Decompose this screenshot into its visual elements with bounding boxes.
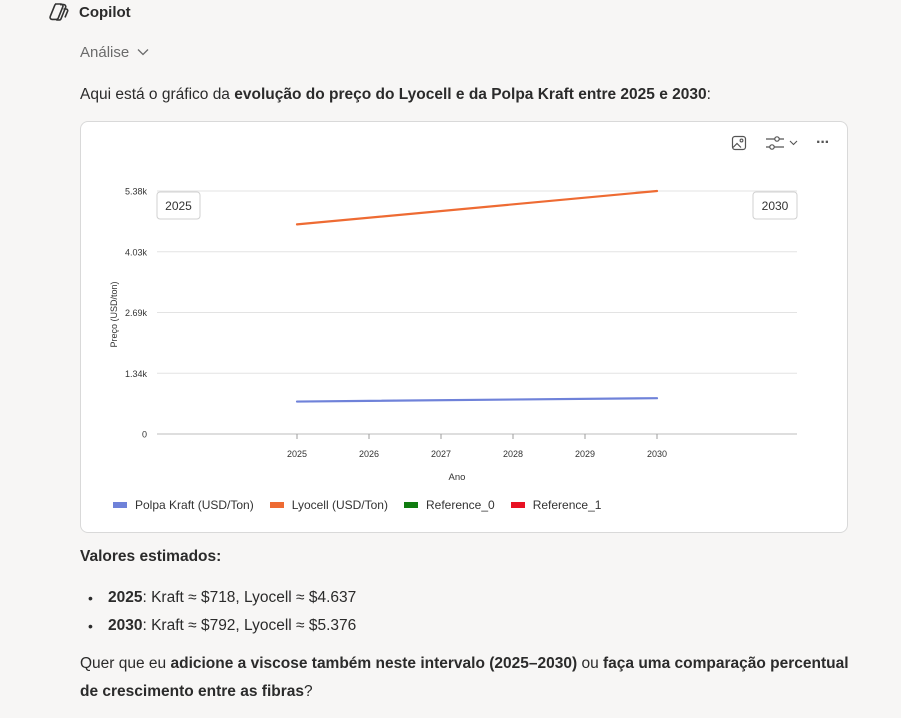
list-item: • 2025: Kraft ≈ $718, Lyocell ≈ $4.637 [88,584,356,612]
y-tick-label: 4.03k [125,247,148,257]
question-option-comparison: faça uma comparação percentual de cresci… [80,655,849,700]
y-tick-label: 0 [142,430,147,440]
y-tick-label: 5.38k [125,187,148,197]
x-tick-label: 2030 [647,449,667,459]
app-name: Copilot [79,3,131,21]
legend-item[interactable]: Reference_0 [403,498,495,512]
chevron-down-icon [789,140,798,146]
legend-label: Reference_0 [425,498,495,512]
series-line [295,189,659,226]
intro-prefix: Aqui está o gráfico da [80,86,235,103]
legend-label: Lyocell (USD/Ton) [291,498,388,512]
sliders-icon [766,136,785,150]
x-tick-label: 2026 [359,449,379,459]
legend-swatch [113,502,127,508]
image-button[interactable] [731,132,747,154]
x-tick-label: 2028 [503,449,523,459]
estimate-text: : Kraft ≈ $718, Lyocell ≈ $4.637 [142,589,357,606]
x-tick-label: 2027 [431,449,451,459]
legend-item[interactable]: Reference_1 [510,498,602,512]
question-text: ? [304,683,313,700]
chart-card: ··· 0 1.34k 2.69k 4.03k 5.38k 2025 2026 2027 202… [80,121,848,533]
more-options-button[interactable]: ··· [816,132,830,154]
bullet-dot: • [88,590,93,606]
intro-suffix: : [706,86,711,103]
series-line [295,397,659,403]
estimate-text: : Kraft ≈ $792, Lyocell ≈ $5.376 [142,617,357,634]
question-text: Quer que eu [80,655,171,672]
y-tick-label: 2.69k [125,308,148,318]
estimates-title: Valores estimados: [80,548,222,565]
estimates-list: • 2025: Kraft ≈ $718, Lyocell ≈ $4.637 •… [88,584,356,640]
question-text: ou [577,655,603,672]
legend-swatch [510,502,525,508]
chart-settings-button[interactable] [765,132,798,154]
estimate-year: 2030 [108,617,143,634]
intro-text: Aqui está o gráfico da evolução do preço… [80,84,711,106]
chart-toolbar: ··· [731,132,830,154]
x-axis-title: Ano [449,472,466,483]
range-label-box [752,191,798,220]
range-label-box [156,191,201,220]
chart-legend: Polpa Kraft (USD/Ton) Lyocell (USD/Ton) Re… [113,498,601,512]
intro-bold: evolução do preço do Lyocell e da Polpa … [234,86,707,103]
analysis-toggle[interactable]: Análise [80,42,149,62]
legend-label: Polpa Kraft (USD/Ton) [135,498,254,512]
range-label: 2030 [762,199,789,213]
legend-swatch [269,502,284,508]
x-tick-label: 2025 [287,449,307,459]
chevron-down-icon [137,49,149,56]
legend-label: Reference_1 [532,498,602,512]
legend-item[interactable]: Lyocell (USD/Ton) [269,498,388,512]
follow-up-question: Quer que eu adicione a viscose também ne… [80,650,870,706]
y-tick-label: 1.34k [125,369,148,379]
y-axis-title: Preço (USD/ton) [109,281,119,347]
legend-swatch [403,502,418,508]
estimate-year: 2025 [108,589,143,606]
legend-item[interactable]: Polpa Kraft (USD/Ton) [113,498,254,512]
bullet-dot: • [88,618,93,634]
copilot-header: Copilot [48,0,131,24]
copilot-logo-icon [49,3,69,21]
list-item: • 2030: Kraft ≈ $792, Lyocell ≈ $5.376 [88,612,356,640]
question-option-viscose: adicione a viscose também neste interval… [170,655,578,672]
more-icon: ··· [816,134,830,151]
range-label: 2025 [165,199,192,213]
x-tick-label: 2029 [575,449,595,459]
image-icon [731,135,747,151]
line-chart: 0 1.34k 2.69k 4.03k 5.38k 2025 2026 2027 2028 202… [109,187,798,483]
analysis-label: Análise [80,43,130,61]
